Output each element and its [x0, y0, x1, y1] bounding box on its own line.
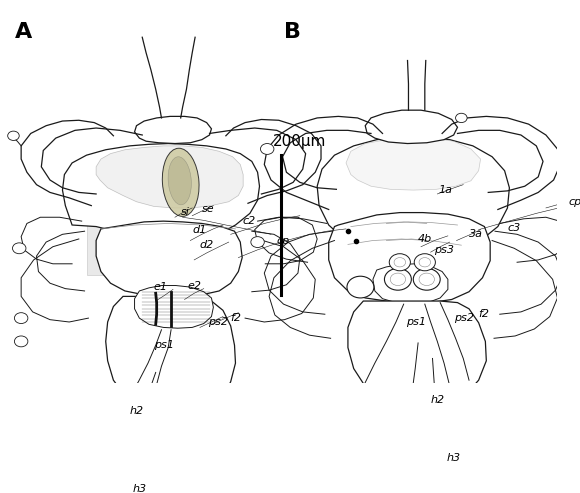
Circle shape	[390, 273, 405, 285]
Text: 4b: 4b	[418, 234, 432, 244]
Text: d2: d2	[200, 240, 214, 250]
Text: B: B	[285, 22, 302, 42]
Polygon shape	[348, 301, 486, 408]
Circle shape	[14, 336, 28, 347]
Polygon shape	[329, 212, 490, 303]
Circle shape	[455, 113, 467, 123]
Circle shape	[385, 269, 411, 290]
Text: e2: e2	[187, 281, 201, 290]
Text: h3: h3	[133, 484, 147, 493]
Ellipse shape	[162, 148, 199, 216]
Bar	[86, 167, 183, 276]
Polygon shape	[63, 143, 259, 242]
Text: 1a: 1a	[438, 185, 452, 195]
Polygon shape	[106, 296, 235, 414]
Text: ps1: ps1	[154, 340, 174, 350]
Text: se: se	[202, 205, 215, 214]
Circle shape	[13, 243, 26, 254]
Text: ps2: ps2	[208, 317, 227, 327]
Text: c3: c3	[508, 223, 521, 233]
Polygon shape	[365, 110, 458, 143]
Text: si: si	[181, 207, 190, 217]
Text: e1: e1	[154, 282, 168, 292]
Text: f2: f2	[231, 313, 242, 323]
Circle shape	[8, 131, 19, 141]
Text: h2: h2	[130, 406, 144, 416]
Polygon shape	[135, 116, 212, 143]
Ellipse shape	[168, 157, 191, 205]
Text: ps2: ps2	[454, 313, 474, 323]
Circle shape	[260, 143, 274, 154]
Text: h2: h2	[430, 394, 445, 405]
Circle shape	[414, 269, 440, 290]
Polygon shape	[373, 264, 448, 304]
Text: h3: h3	[447, 453, 461, 463]
Polygon shape	[96, 146, 243, 208]
Polygon shape	[317, 137, 509, 250]
Circle shape	[419, 258, 430, 267]
Polygon shape	[135, 285, 213, 328]
Text: c2: c2	[242, 216, 255, 226]
Text: A: A	[16, 22, 32, 42]
Text: f2: f2	[478, 309, 490, 319]
Circle shape	[414, 254, 436, 271]
Circle shape	[394, 258, 405, 267]
Text: ps1: ps1	[405, 317, 426, 327]
Circle shape	[389, 254, 411, 271]
Text: 200μm: 200μm	[273, 134, 327, 149]
Circle shape	[251, 237, 264, 247]
Text: 3a: 3a	[469, 229, 483, 239]
Polygon shape	[346, 138, 481, 190]
Text: cp: cp	[277, 236, 290, 246]
Text: ps3: ps3	[434, 245, 454, 255]
Circle shape	[14, 313, 28, 323]
Text: cp: cp	[569, 197, 580, 207]
Polygon shape	[96, 221, 242, 296]
Circle shape	[347, 276, 374, 298]
Text: d1: d1	[192, 225, 206, 235]
Circle shape	[419, 273, 434, 285]
